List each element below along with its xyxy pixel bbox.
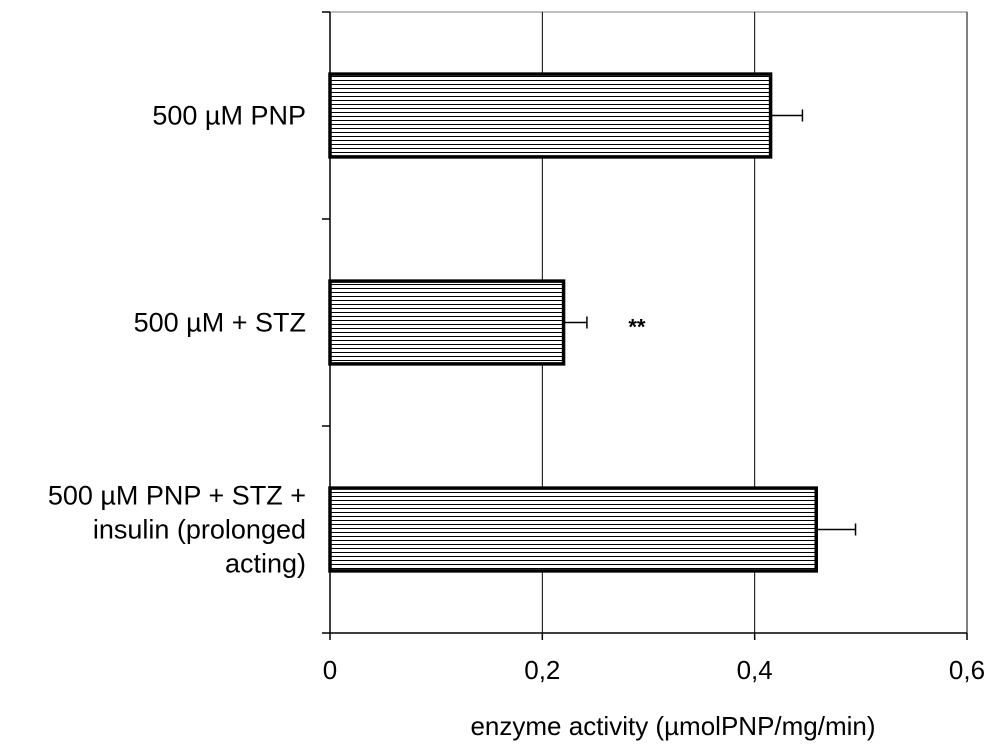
x-tick-label: 0,6 — [949, 655, 985, 685]
category-label: 500 µM PNP + STZ + insulin (prolonged acti… — [48, 481, 306, 579]
labels: 0 0,2 0,4 0,6 500 µM PNP ** 500 µM + STZ 500 µM… — [48, 101, 985, 686]
bars — [328, 72, 857, 573]
x-tick-label: 0,4 — [737, 655, 773, 685]
category-label-line: insulin (prolonged — [93, 515, 306, 545]
x-tick-label: 0 — [323, 655, 337, 685]
bar — [328, 279, 566, 366]
category-label-line: acting) — [225, 549, 306, 579]
significance-marker: ** — [628, 315, 646, 340]
category-label: 500 µM + STZ — [134, 308, 306, 338]
bar — [328, 72, 773, 159]
x-tick-label: 0,2 — [524, 655, 560, 685]
category-label-line: 500 µM PNP — [152, 101, 306, 131]
x-axis-title: enzyme activity (µmolPNP/mg/min) — [470, 711, 875, 741]
category-label-line: 500 µM PNP + STZ + — [48, 481, 306, 511]
category-label: 500 µM PNP — [152, 101, 306, 131]
category-label-line: 500 µM + STZ — [134, 308, 306, 338]
bar — [328, 486, 818, 573]
